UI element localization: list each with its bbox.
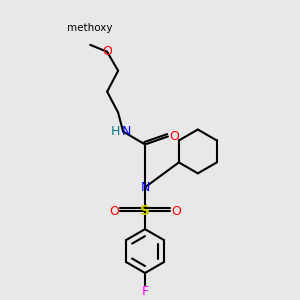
Text: methoxy: methoxy xyxy=(68,23,113,33)
Text: F: F xyxy=(142,285,148,298)
Text: O: O xyxy=(109,205,119,218)
Text: O: O xyxy=(171,205,181,218)
Text: N: N xyxy=(122,125,131,138)
Text: N: N xyxy=(140,181,150,194)
Text: H: H xyxy=(110,125,120,138)
Text: O: O xyxy=(169,130,179,143)
Text: S: S xyxy=(140,204,150,218)
Text: O: O xyxy=(102,45,112,58)
